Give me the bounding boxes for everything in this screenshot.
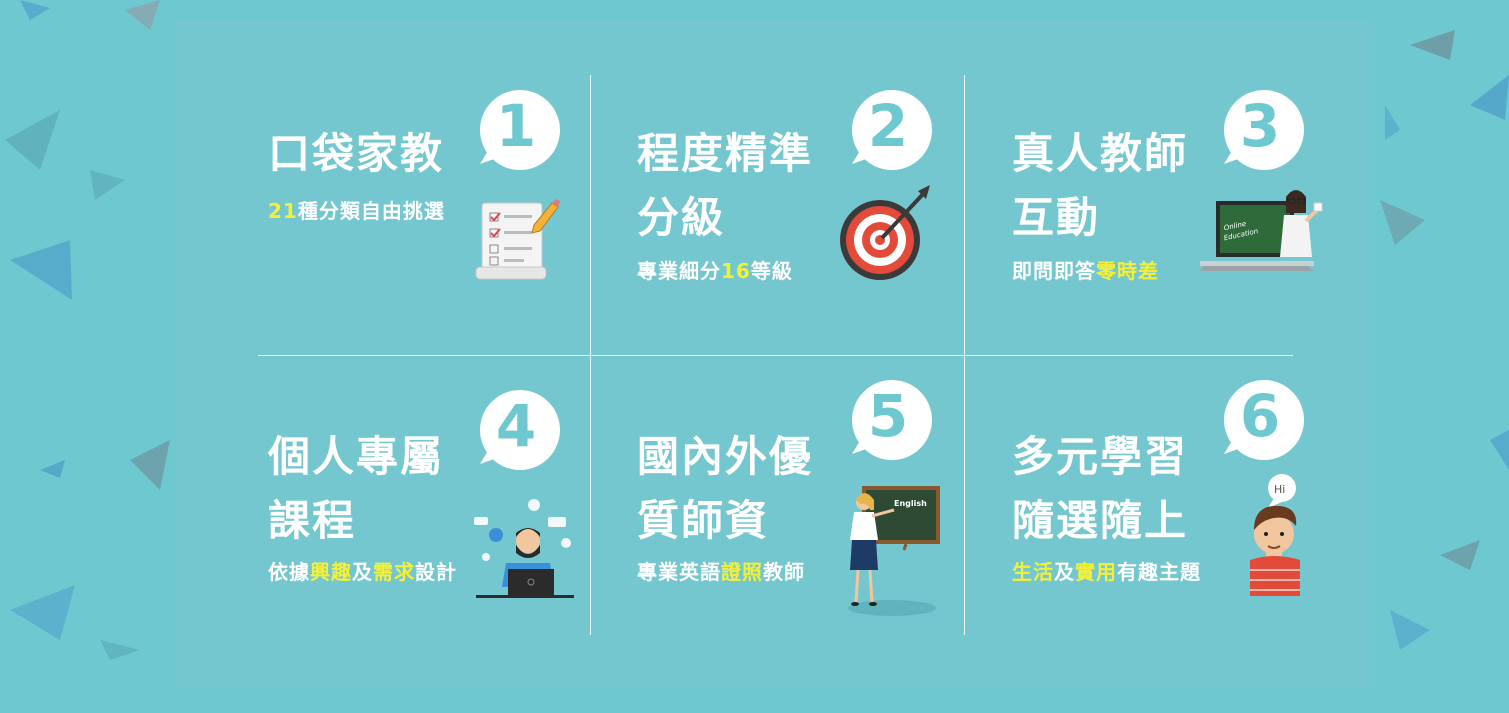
teacher-chalkboard-icon: English (848, 486, 940, 616)
feature-title: 口袋家教 (268, 129, 445, 178)
number-bubble (852, 90, 932, 170)
number-bubble (480, 90, 560, 170)
checklist-icon (475, 199, 560, 280)
feature-title: 真人教師 互動 (1012, 129, 1189, 242)
number-bubble (1224, 90, 1304, 170)
feature-number: 3 (1239, 92, 1281, 160)
features-panel (176, 20, 1374, 688)
speech-text: Hi (1274, 483, 1285, 496)
feature-title: 程度精準 分級 (637, 129, 814, 242)
feature-subtitle: 專業細分16等級 (637, 259, 793, 283)
feature-title: 國內外優 質師資 (637, 432, 814, 545)
feature-subtitle: 即問即答零時差 (1012, 259, 1159, 283)
feature-subtitle: 專業英語證照教師 (637, 560, 805, 584)
chalkboard-text: English (894, 499, 927, 508)
feature-number: 5 (867, 382, 909, 450)
designer-icon (474, 499, 574, 598)
target-icon (840, 185, 930, 280)
number-bubble (1224, 380, 1304, 460)
number-bubble (852, 380, 932, 460)
feature-number: 6 (1239, 382, 1281, 450)
number-bubble (480, 390, 560, 470)
laptop-teacher-icon: Online Education (1200, 190, 1323, 271)
feature-number: 1 (495, 92, 537, 160)
feature-subtitle: 生活及實用有趣主題 (1012, 560, 1201, 584)
feature-number: 4 (495, 392, 537, 460)
feature-title: 個人專屬 課程 (268, 432, 445, 545)
feature-number: 2 (867, 92, 909, 160)
feature-subtitle: 依據興趣及需求設計 (268, 560, 457, 584)
student-hi-icon: Hi (1250, 474, 1300, 596)
feature-title: 多元學習 隨選隨上 (1012, 432, 1189, 545)
feature-subtitle: 21種分類自由挑選 (268, 199, 445, 223)
grid-divider-horizontal (258, 355, 1293, 356)
